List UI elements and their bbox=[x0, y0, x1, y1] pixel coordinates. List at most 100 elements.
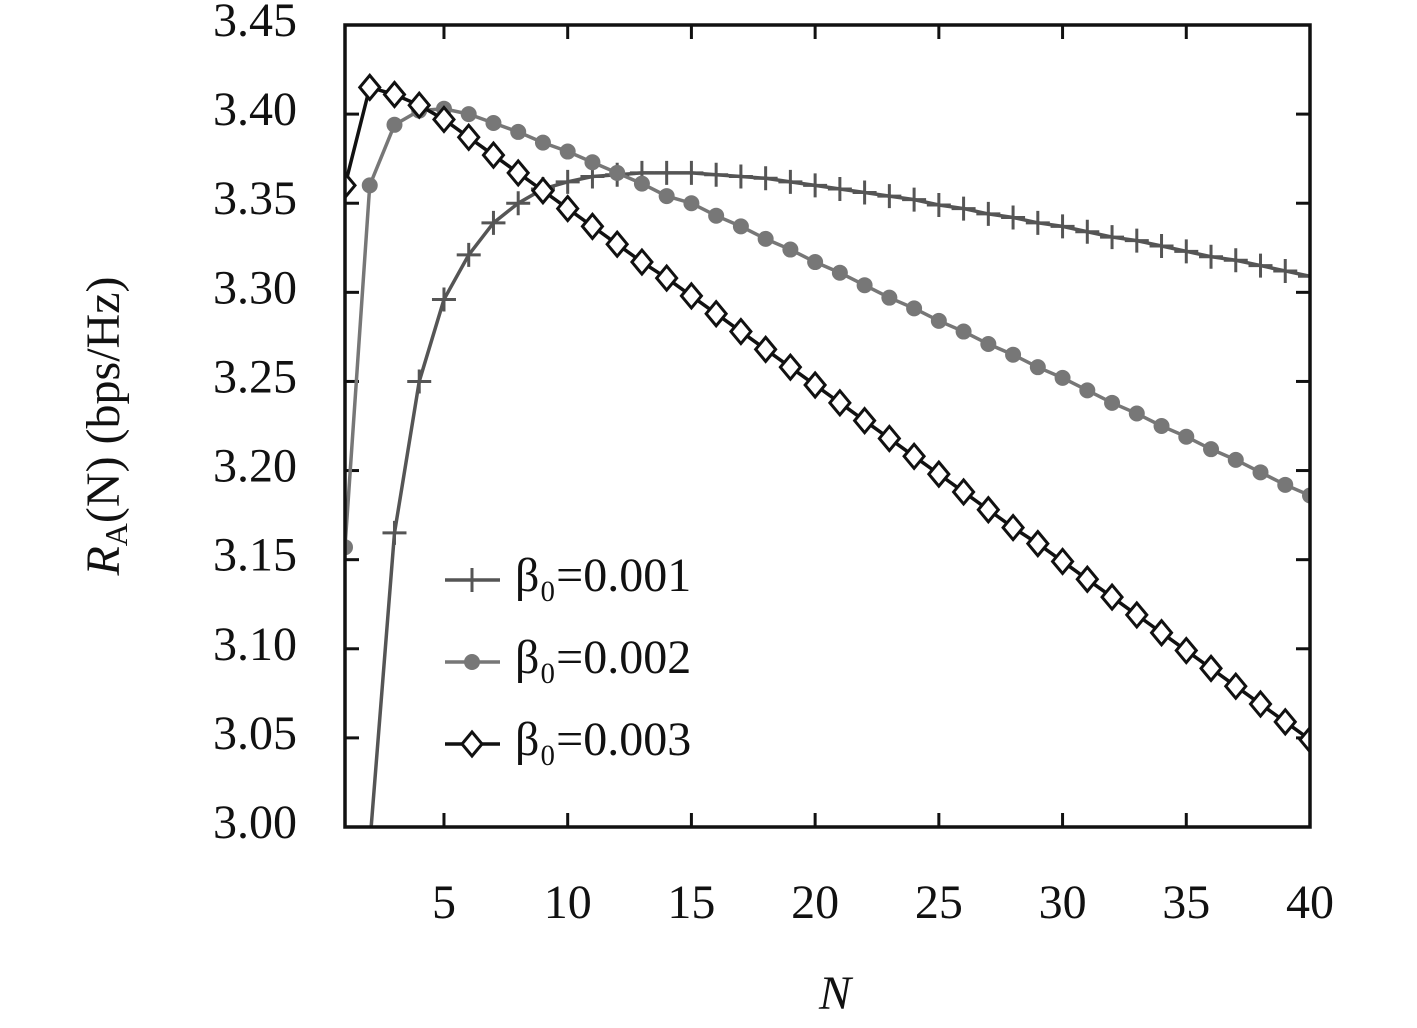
marker-plus bbox=[1248, 253, 1273, 278]
marker-plus bbox=[1298, 264, 1310, 289]
marker-diamond bbox=[654, 263, 679, 293]
y-axis-label: RA(N) (bps/Hz) bbox=[77, 276, 134, 576]
marker-plus bbox=[1149, 233, 1174, 258]
marker-diamond bbox=[877, 424, 902, 453]
marker-diamond bbox=[976, 495, 1001, 525]
marker-diamond bbox=[778, 352, 803, 382]
marker-plus bbox=[803, 173, 828, 198]
marker-plus bbox=[1273, 258, 1298, 283]
marker-plus bbox=[1223, 248, 1248, 273]
y-tick-label: 3.00 bbox=[213, 796, 297, 849]
x-tick-label: 25 bbox=[915, 876, 963, 929]
marker-diamond bbox=[827, 388, 852, 418]
marker-dot bbox=[807, 254, 824, 271]
x-tick-label: 35 bbox=[1162, 876, 1210, 929]
marker-plus bbox=[976, 201, 1001, 226]
y-tick-label: 3.25 bbox=[213, 350, 297, 403]
y-tick-label: 3.30 bbox=[213, 261, 297, 314]
y-tick-label: 3.45 bbox=[213, 0, 297, 47]
marker-dot bbox=[559, 143, 576, 160]
marker-plus bbox=[1025, 210, 1050, 235]
marker-diamond bbox=[1248, 689, 1273, 719]
x-tick-label: 30 bbox=[1039, 876, 1087, 929]
marker-diamond bbox=[1001, 513, 1026, 542]
legend-label: β₀=0.003 bbox=[515, 713, 691, 766]
marker-diamond bbox=[1174, 636, 1199, 665]
marker-dot bbox=[485, 115, 502, 132]
marker-dot bbox=[1005, 346, 1022, 363]
marker-plus bbox=[1001, 205, 1026, 230]
marker-diamond bbox=[1273, 707, 1298, 737]
marker-plus bbox=[358, 833, 382, 857]
y-tick-label: 3.20 bbox=[213, 440, 297, 493]
marker-plus bbox=[827, 176, 852, 201]
marker-plus bbox=[926, 193, 951, 218]
marker-plus bbox=[481, 210, 506, 235]
marker-dot bbox=[955, 323, 972, 340]
marker-plus bbox=[1100, 225, 1125, 250]
marker-diamond bbox=[530, 176, 555, 206]
marker-plus bbox=[555, 169, 580, 194]
marker-diamond bbox=[1100, 582, 1125, 612]
marker-diamond bbox=[902, 441, 927, 471]
marker-plus bbox=[654, 160, 679, 185]
marker-diamond bbox=[704, 299, 729, 329]
marker-diamond bbox=[460, 729, 484, 759]
marker-dot bbox=[1302, 487, 1310, 504]
marker-plus bbox=[460, 568, 484, 592]
marker-plus bbox=[753, 166, 778, 191]
marker-dot bbox=[460, 106, 477, 123]
marker-diamond bbox=[1075, 564, 1100, 594]
marker-diamond bbox=[1223, 671, 1248, 701]
marker-dot bbox=[1178, 428, 1195, 445]
x-tick-label: 40 bbox=[1286, 876, 1334, 929]
marker-diamond bbox=[629, 247, 654, 277]
x-axis-label: N bbox=[818, 967, 854, 1020]
marker-diamond bbox=[1149, 618, 1174, 648]
marker-diamond bbox=[1298, 725, 1310, 755]
marker-dot bbox=[980, 336, 997, 353]
marker-dot bbox=[1227, 451, 1244, 468]
marker-dot bbox=[534, 134, 551, 151]
y-tick-label: 3.10 bbox=[213, 618, 297, 671]
marker-dot bbox=[510, 123, 527, 140]
y-tick-label: 3.40 bbox=[213, 83, 297, 136]
marker-plus bbox=[1075, 219, 1100, 244]
marker-dot bbox=[609, 164, 626, 181]
marker-diamond bbox=[1050, 547, 1075, 576]
marker-dot bbox=[906, 300, 923, 317]
marker-plus bbox=[951, 196, 976, 221]
marker-dot bbox=[1029, 359, 1046, 376]
marker-plus bbox=[877, 184, 902, 209]
marker-dot bbox=[1203, 441, 1220, 458]
marker-plus bbox=[704, 162, 729, 187]
legend-label: β₀=0.002 bbox=[515, 631, 691, 684]
marker-dot bbox=[732, 218, 749, 235]
x-tick-label: 15 bbox=[667, 876, 715, 929]
marker-dot bbox=[708, 207, 725, 224]
marker-dot bbox=[1054, 369, 1071, 386]
marker-dot bbox=[1277, 476, 1294, 493]
marker-diamond bbox=[1199, 654, 1223, 683]
marker-dot bbox=[930, 312, 947, 329]
marker-diamond bbox=[679, 281, 704, 311]
marker-plus bbox=[506, 191, 531, 216]
marker-plus bbox=[1199, 244, 1224, 269]
marker-plus bbox=[456, 242, 481, 267]
marker-diamond bbox=[432, 105, 456, 134]
x-tick-label: 20 bbox=[791, 876, 839, 929]
marker-diamond bbox=[506, 158, 531, 188]
marker-dot bbox=[881, 289, 898, 306]
y-tick-label: 3.35 bbox=[213, 172, 297, 225]
marker-plus bbox=[382, 520, 407, 545]
x-tick-label: 10 bbox=[544, 876, 592, 929]
marker-diamond bbox=[803, 370, 828, 400]
marker-diamond bbox=[728, 317, 753, 346]
series-line bbox=[345, 85, 1310, 742]
marker-plus bbox=[902, 187, 927, 212]
marker-plus bbox=[778, 169, 803, 194]
marker-dot bbox=[782, 241, 799, 258]
marker-diamond bbox=[753, 335, 778, 364]
x-tick-label: 5 bbox=[432, 876, 456, 929]
